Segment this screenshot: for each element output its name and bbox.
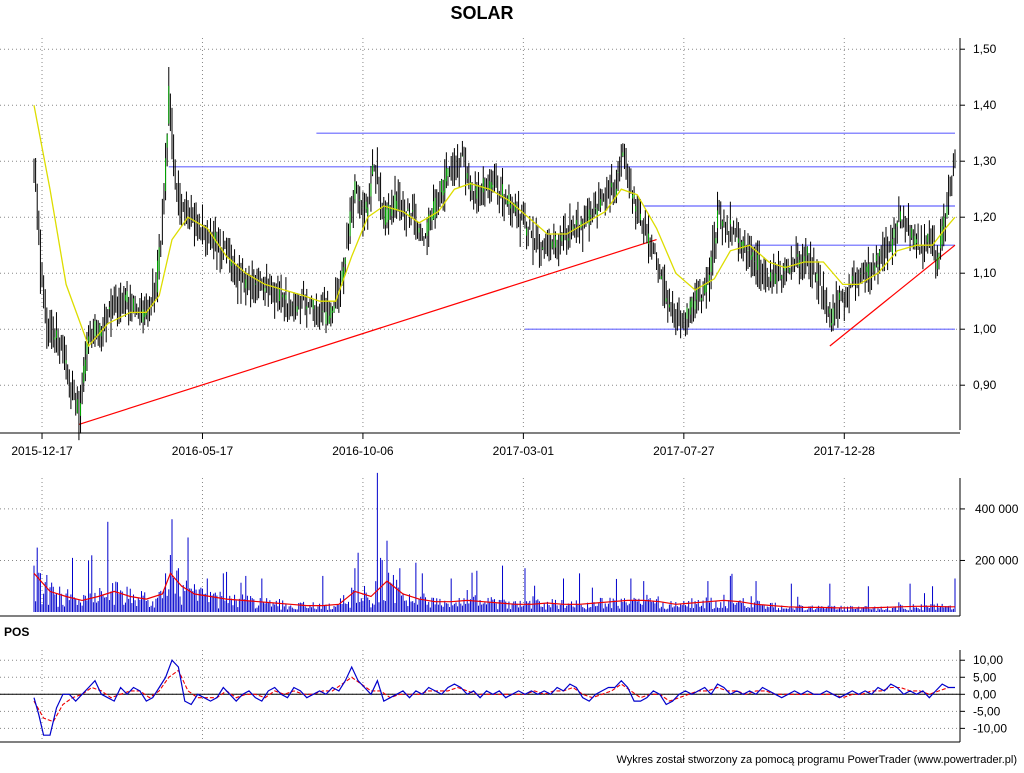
volume-grid	[0, 478, 960, 612]
pos-tick-label: 0,00	[973, 687, 997, 701]
pos-grid	[0, 650, 960, 742]
date-tick-label: 2016-10-06	[332, 444, 394, 458]
price-tick-label: 1,30	[973, 154, 997, 168]
price-moving-average	[33, 105, 956, 348]
date-axis: 2015-12-17 2016-05-17 2016-10-06 2017-03-01…	[0, 432, 960, 458]
price-tick-label: 1,50	[973, 42, 997, 56]
price-tick-label: 1,00	[973, 322, 997, 336]
date-tick-label: 2017-03-01	[493, 444, 555, 458]
price-tick-label: 1,40	[973, 98, 997, 112]
date-tick-label: 2015-12-17	[11, 444, 73, 458]
price-trends	[78, 239, 956, 425]
moving-average-line	[33, 105, 956, 348]
price-grid	[0, 38, 960, 430]
trend-line	[78, 239, 657, 425]
pos-slow-line	[33, 669, 955, 723]
footer-credit: Wykres został stworzony za pomocą progra…	[616, 754, 1017, 766]
pos-panel-label: POS	[4, 625, 29, 639]
pos-fast-line	[33, 659, 955, 736]
pos-tick-label: 5,00	[973, 670, 997, 684]
pos-tick-label: 10,00	[973, 653, 1003, 667]
pos-lines	[33, 659, 955, 736]
date-tick-label: 2016-05-17	[172, 444, 234, 458]
price-tick-label: 0,90	[973, 378, 997, 392]
price-tick-label: 1,10	[973, 266, 997, 280]
volume-tick-label: 400 000	[975, 502, 1019, 516]
price-levels	[168, 132, 955, 330]
chart-title: SOLAR	[451, 3, 514, 23]
pos-axis: 10,00 5,00 0,00 -5,00 -10,00	[0, 650, 1007, 743]
pos-tick-label: -5,00	[973, 704, 1001, 718]
price-tick-label: 1,20	[973, 210, 997, 224]
volume-tick-label: 200 000	[975, 553, 1019, 567]
volume-average-line	[33, 572, 955, 609]
date-tick-label: 2017-12-28	[814, 444, 876, 458]
volume-axis: 400 000 200 000	[0, 478, 1019, 617]
volume-average	[33, 572, 955, 609]
price-axis: 1,50 1,40 1,30 1,20 1,10 1,00 0,90	[959, 38, 997, 430]
trend-line	[829, 244, 956, 347]
date-tick-label: 2017-07-27	[653, 444, 715, 458]
price-candles	[33, 67, 956, 441]
pos-tick-label: -10,00	[973, 721, 1007, 735]
volume-bars	[33, 472, 956, 612]
